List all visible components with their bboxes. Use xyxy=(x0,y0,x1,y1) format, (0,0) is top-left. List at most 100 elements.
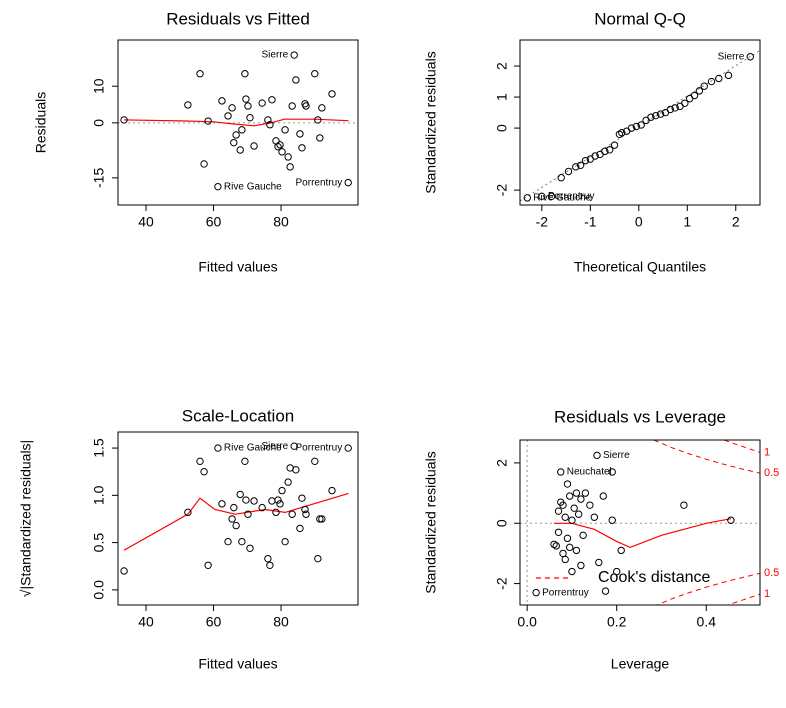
point-label: Rive Gauche xyxy=(533,193,591,204)
data-point xyxy=(200,468,208,476)
data-point xyxy=(281,537,289,546)
data-point xyxy=(610,141,619,149)
y-tick-label: 0 xyxy=(494,124,510,132)
data-point xyxy=(328,90,336,98)
data-point xyxy=(214,444,222,452)
data-point xyxy=(314,554,322,563)
plot-frame xyxy=(519,39,761,206)
data-point xyxy=(218,97,226,105)
data-point xyxy=(608,516,616,524)
data-point xyxy=(241,457,249,466)
data-point xyxy=(250,497,258,505)
data-point xyxy=(228,515,236,523)
data-point xyxy=(568,516,576,524)
y-tick-label: -15 xyxy=(91,168,107,188)
point-label: Porrentruy xyxy=(296,443,343,454)
point-label: Neuchatel xyxy=(567,467,612,478)
data-point xyxy=(561,555,569,564)
data-point xyxy=(281,126,289,134)
data-point xyxy=(577,561,585,570)
panel: Normal Q-Q Theoretical Quantiles Standardi… xyxy=(423,9,761,275)
contour-label: 0.5 xyxy=(764,467,779,479)
data-point xyxy=(286,163,294,171)
data-point xyxy=(564,167,573,176)
data-point xyxy=(690,91,699,100)
y-tick-label: 0 xyxy=(494,519,510,527)
y-tick-label: 1 xyxy=(494,93,510,101)
point-label: Sierre xyxy=(718,51,745,62)
plot-frame xyxy=(519,439,761,606)
data-point xyxy=(314,116,322,124)
data-point xyxy=(617,546,625,555)
data-point xyxy=(656,110,665,118)
data-point xyxy=(296,524,304,533)
x-tick-label: 40 xyxy=(138,214,154,230)
data-point xyxy=(204,117,212,125)
panel: Residuals vs Fitted Fitted values Residual… xyxy=(33,9,359,275)
point-label: Porrentruy xyxy=(296,177,343,188)
data-point xyxy=(292,76,300,84)
data-point xyxy=(637,121,645,129)
data-point xyxy=(559,501,567,509)
data-point xyxy=(218,500,226,508)
data-point xyxy=(523,194,531,202)
x-tick-label: 0.4 xyxy=(697,614,717,630)
data-point xyxy=(680,501,688,509)
plot-area xyxy=(123,492,349,551)
panel: Residuals vs Leverage Leverage Standardize… xyxy=(423,407,780,671)
data-point xyxy=(695,87,704,95)
contour-label: 0.5 xyxy=(764,567,779,579)
panel-title: Residuals vs Fitted xyxy=(166,9,310,28)
y-tick-label: 1.5 xyxy=(91,438,107,458)
data-point xyxy=(288,510,296,518)
data-point xyxy=(344,178,352,187)
contour-label: 1 xyxy=(764,446,770,458)
data-point xyxy=(224,537,232,546)
data-point xyxy=(250,142,258,150)
data-point xyxy=(727,516,735,524)
cooks-contour-upper xyxy=(724,440,760,453)
cooks-contour-upper xyxy=(653,440,760,474)
x-tick-label: 60 xyxy=(206,614,222,630)
data-point xyxy=(554,528,563,537)
data-point xyxy=(328,486,336,495)
data-point xyxy=(681,99,689,107)
data-point xyxy=(246,544,254,552)
data-point xyxy=(288,102,296,110)
data-point xyxy=(572,163,580,171)
data-point xyxy=(284,153,292,161)
data-point xyxy=(724,71,733,80)
data-point xyxy=(241,70,249,78)
data-point xyxy=(568,567,576,576)
data-point xyxy=(284,478,292,486)
data-point xyxy=(593,451,601,460)
x-tick-label: 40 xyxy=(138,614,154,630)
smooth-line xyxy=(123,492,349,551)
data-point xyxy=(298,144,306,152)
data-point xyxy=(613,567,621,576)
point-label: Sierre xyxy=(262,441,289,452)
data-point xyxy=(196,70,204,78)
data-point xyxy=(572,489,581,497)
data-point xyxy=(538,192,546,201)
data-point xyxy=(278,148,286,156)
y-tick-label: 0.5 xyxy=(91,533,107,553)
data-point xyxy=(264,554,272,563)
data-point xyxy=(296,130,304,138)
data-point xyxy=(599,492,607,500)
data-point xyxy=(601,147,609,156)
data-point xyxy=(290,51,298,59)
panel-title: Normal Q-Q xyxy=(594,9,686,28)
data-point xyxy=(244,102,252,110)
data-point xyxy=(120,567,128,575)
x-axis-label: Theoretical Quantiles xyxy=(574,259,706,275)
x-tick-label: -1 xyxy=(584,214,597,230)
data-point xyxy=(700,82,708,90)
panel: Scale-Location Fitted values √|Standardize… xyxy=(18,406,359,672)
data-point xyxy=(595,558,603,567)
plot-frame xyxy=(117,39,359,206)
data-point xyxy=(652,111,660,120)
y-tick-label: 2 xyxy=(494,459,510,467)
data-point xyxy=(581,156,590,165)
data-point xyxy=(264,116,272,124)
